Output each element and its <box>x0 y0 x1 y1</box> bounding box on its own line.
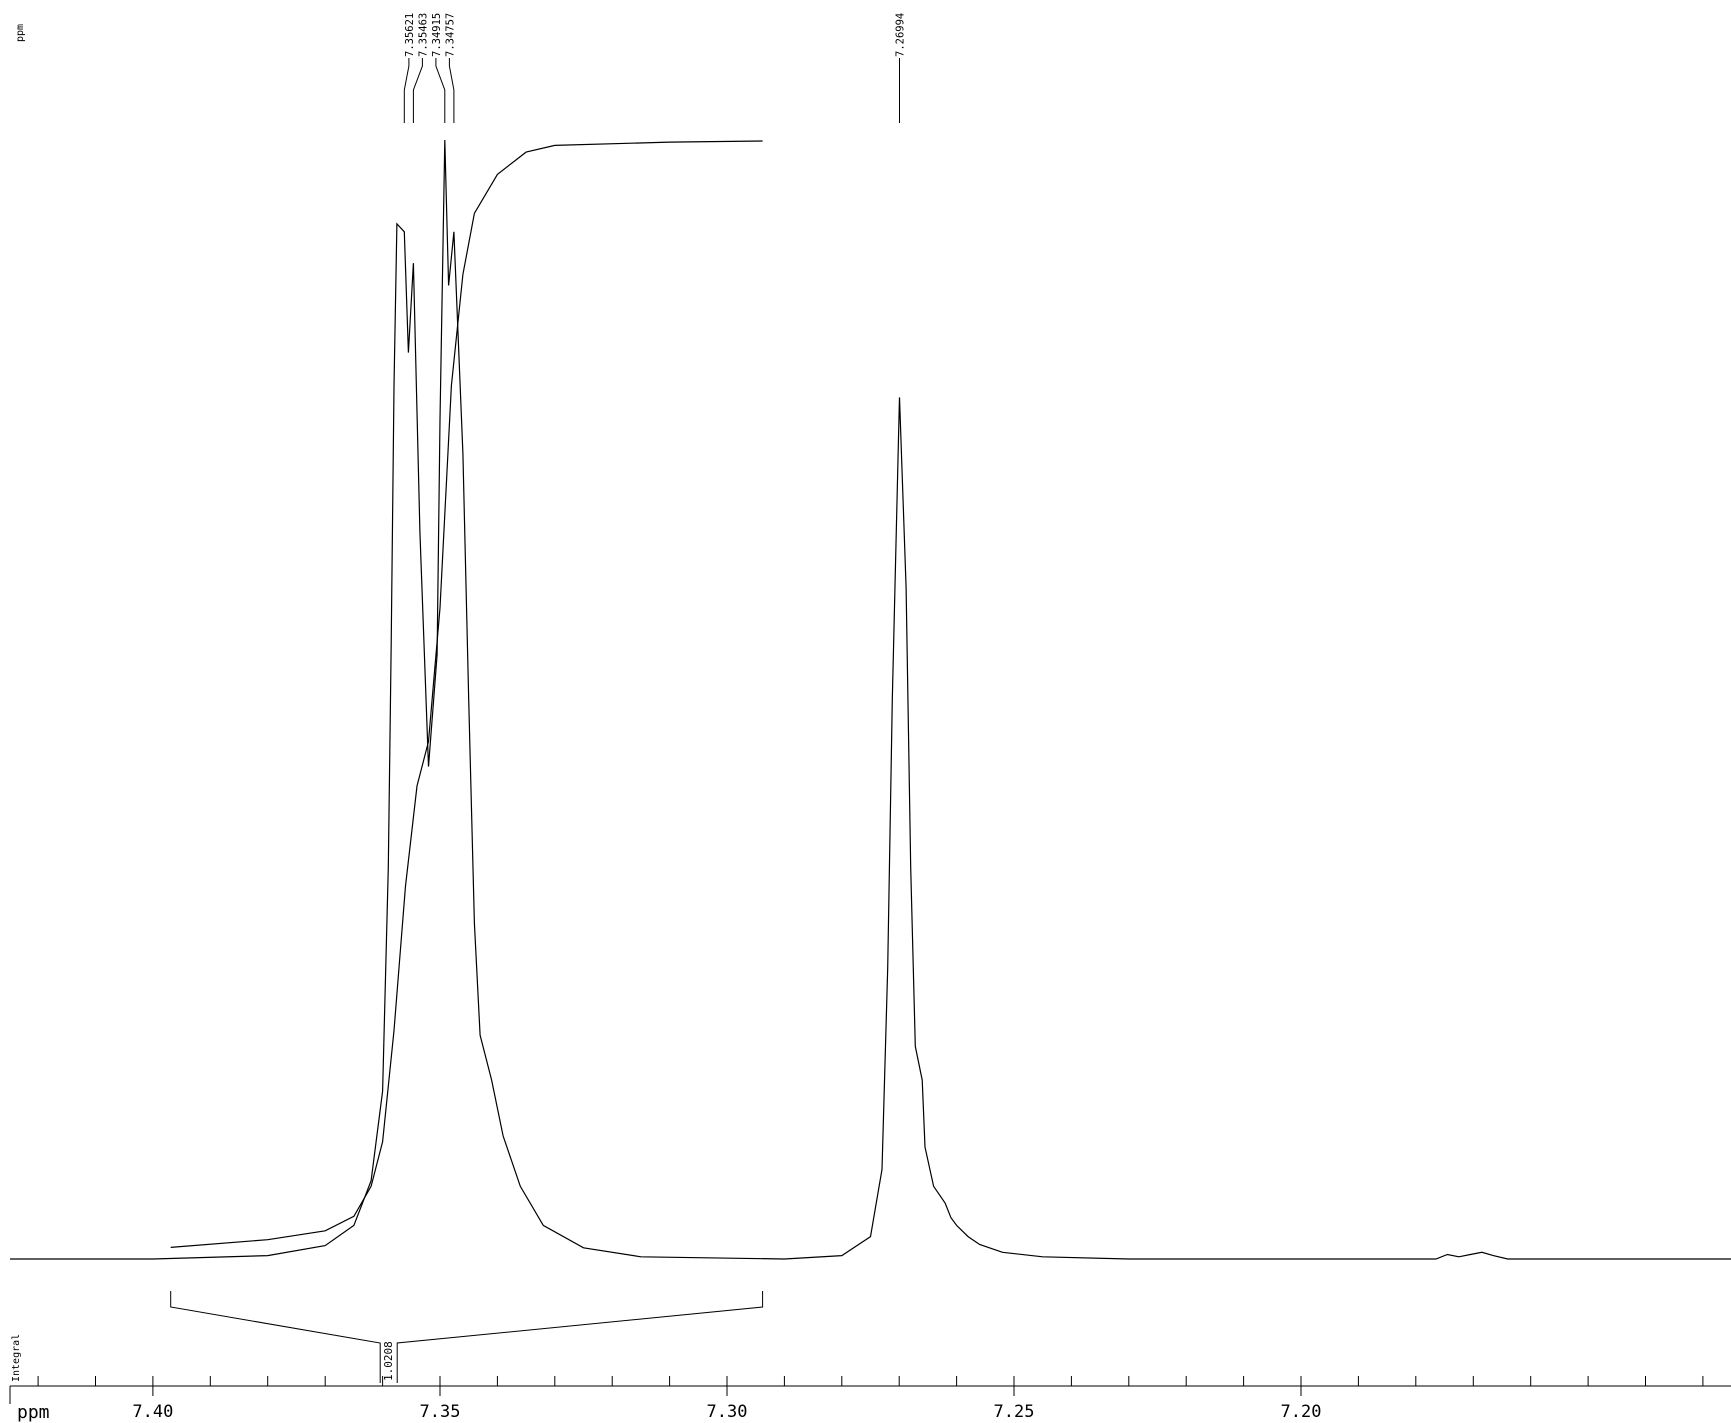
x-tick-label: 7.35 <box>420 1402 461 1422</box>
spectrum-trace <box>10 139 1731 1260</box>
integral-bracket-left <box>170 1291 381 1383</box>
peak-labels: 7.35621 7.35463 7.34915 7.34757 7.26994 <box>403 13 907 123</box>
integral-bracket-right <box>396 1291 764 1383</box>
integral-row-label: Integral <box>11 1334 22 1382</box>
peak-leader-line <box>412 58 423 123</box>
peak-leader-line <box>448 58 455 123</box>
integral-brackets: 1.0208 <box>170 1291 764 1383</box>
x-axis-ticks: 7.40 7.35 7.30 7.25 7.20 <box>37 1376 1704 1422</box>
x-tick-label: 7.30 <box>707 1402 748 1422</box>
y-axis-label: ppm <box>15 24 26 42</box>
x-tick-label: 7.40 <box>132 1402 173 1422</box>
x-tick-label: 7.25 <box>994 1402 1035 1422</box>
x-tick-label: 7.20 <box>1281 1402 1322 1422</box>
peak-leader-line <box>435 58 446 123</box>
peak-label: 7.35621 <box>404 13 416 57</box>
peak-label: 7.26994 <box>895 13 907 57</box>
x-axis-label: ppm <box>17 1402 50 1423</box>
integral-value: 1.0208 <box>382 1341 395 1381</box>
peak-label: 7.35463 <box>417 13 429 57</box>
integral-curve <box>170 140 763 1248</box>
peak-label: 7.34757 <box>444 13 456 57</box>
peak-label: 7.34915 <box>431 13 443 57</box>
peak-leader-line <box>403 58 410 123</box>
